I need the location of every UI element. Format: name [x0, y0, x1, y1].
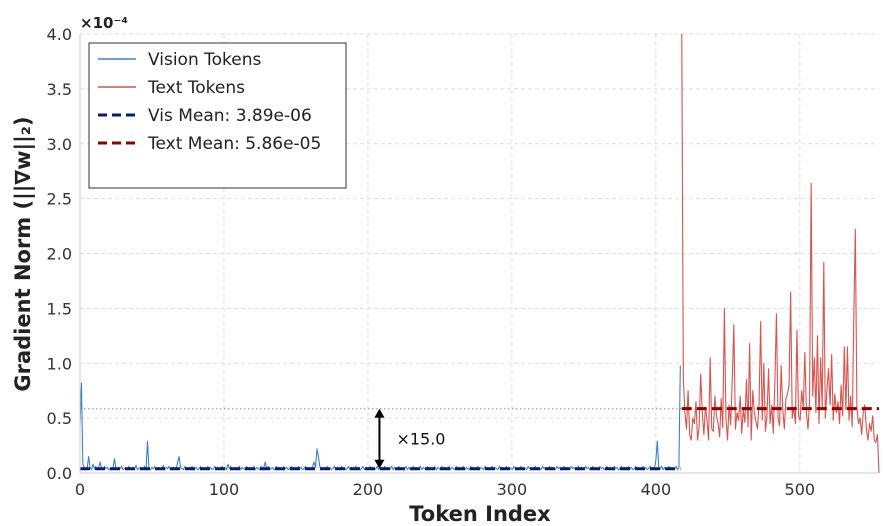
x-tick-label: 400	[641, 480, 672, 499]
y-tick-label: 3.5	[47, 80, 72, 99]
series-line-1	[681, 33, 880, 474]
x-tick-label: 0	[75, 480, 85, 499]
legend-label-text-mean: Text Mean: 5.86e-05	[147, 134, 321, 154]
annotation-label: ×15.0	[396, 430, 445, 449]
legend-label-text: Text Tokens	[147, 78, 245, 98]
y-tick-label: 3.0	[47, 135, 72, 154]
series-layer	[79, 33, 880, 474]
y-offset-label: ×10⁻⁴	[80, 14, 128, 32]
legend-label-vis-mean: Vis Mean: 3.89e-06	[148, 106, 312, 126]
y-tick-label: 2.0	[47, 245, 72, 264]
legend: Vision Tokens Text Tokens Vis Mean: 3.89…	[88, 42, 347, 189]
annotation-arrow-head-up	[374, 408, 385, 418]
grid	[79, 33, 879, 474]
annotation-arrow-head-down	[374, 459, 385, 469]
y-axis-title: Gradient Norm (||∇w||₂)	[11, 116, 36, 391]
x-axis-title: Token Index	[409, 502, 551, 526]
x-tick-label: 300	[497, 480, 528, 499]
y-tick-label: 0.0	[47, 464, 72, 483]
y-tick-label: 0.5	[47, 409, 72, 428]
axes: 0 100 200 300 400 500 0.0 0.5 1.0 1.5 2.0 2.5 3.0 3.5…	[47, 25, 879, 499]
y-tick-label: 2.5	[47, 190, 72, 209]
y-tick-label: 1.5	[47, 299, 72, 318]
x-tick-label: 100	[209, 480, 240, 499]
legend-label-vision: Vision Tokens	[148, 50, 262, 70]
y-tick-label: 4.0	[47, 25, 72, 44]
x-tick-label: 500	[785, 480, 816, 499]
x-tick-label: 200	[353, 480, 384, 499]
annotation-group: ×15.0	[374, 408, 445, 469]
y-tick-label: 1.0	[47, 354, 72, 373]
